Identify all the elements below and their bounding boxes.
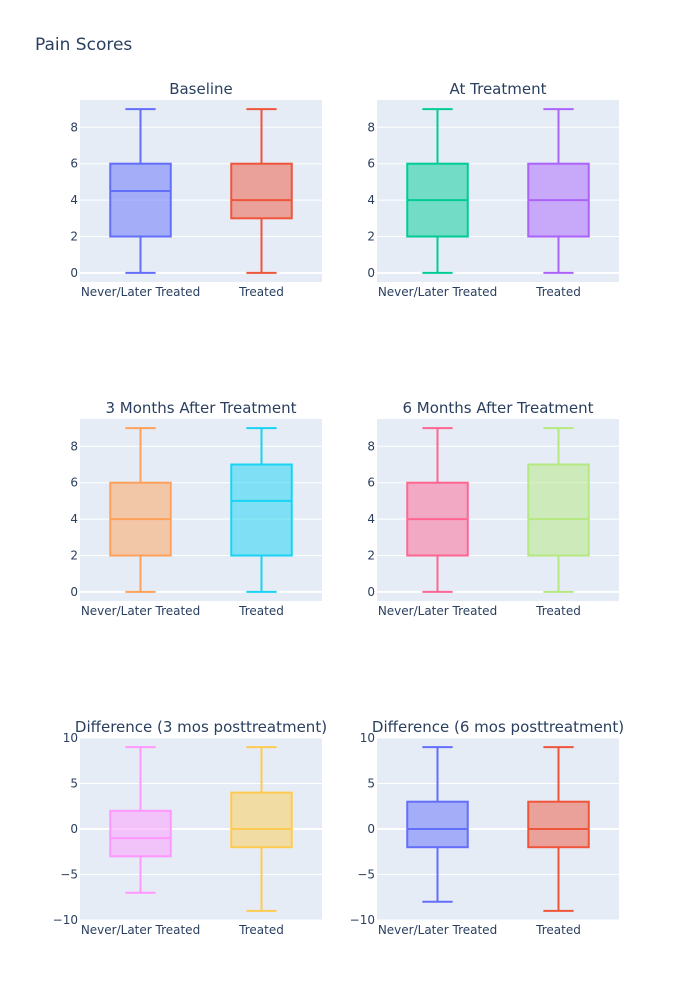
- y-tick-label: 0: [367, 822, 375, 836]
- y-tick-label: −10: [350, 913, 375, 927]
- y-tick-label: 6: [367, 476, 375, 490]
- iqr-box: [109, 809, 172, 858]
- y-tick-label: 4: [70, 193, 78, 207]
- subplot-2: 0 2 4 6 8 At Treatment Never/Later Treated Trea…: [367, 80, 619, 299]
- iqr-box: [230, 463, 293, 557]
- iqr-box: [406, 800, 469, 849]
- x-tick-label: Never/Later Treated: [81, 923, 200, 937]
- y-tick-label: 4: [367, 193, 375, 207]
- x-tick-label: Never/Later Treated: [378, 285, 497, 299]
- box-2: [527, 746, 590, 912]
- box-2: [230, 746, 293, 912]
- box-2: [527, 108, 590, 274]
- subplot-3: 0 2 4 6 8 3 Months After Treatment Never/Later…: [70, 399, 322, 618]
- y-tick-label: 6: [70, 157, 78, 171]
- box-2: [230, 427, 293, 593]
- box-1: [406, 746, 469, 903]
- y-tick-label: 2: [70, 549, 78, 563]
- y-tick-label: 0: [70, 585, 78, 599]
- subplot-title: At Treatment: [450, 80, 547, 98]
- y-tick-label: 6: [367, 157, 375, 171]
- y-tick-label: 8: [70, 439, 78, 453]
- y-tick-label: 5: [70, 777, 78, 791]
- y-tick-label: 10: [63, 731, 78, 745]
- x-tick-label: Never/Later Treated: [81, 285, 200, 299]
- subplot-title: Difference (3 mos posttreatment): [75, 718, 327, 736]
- x-tick-label: Treated: [238, 923, 284, 937]
- iqr-box: [230, 162, 293, 220]
- subplot-title: 6 Months After Treatment: [402, 399, 593, 417]
- subplot-4: 0 2 4 6 8 6 Months After Treatment Never/Later…: [367, 399, 619, 618]
- y-tick-label: 0: [70, 822, 78, 836]
- y-tick-label: 0: [70, 266, 78, 280]
- subplot-title: Baseline: [169, 80, 233, 98]
- box-1: [406, 108, 469, 274]
- iqr-box: [527, 800, 590, 849]
- y-tick-label: −5: [357, 868, 375, 882]
- y-tick-label: −5: [60, 868, 78, 882]
- x-tick-label: Treated: [535, 285, 581, 299]
- y-tick-label: 2: [367, 549, 375, 563]
- y-tick-label: 2: [70, 230, 78, 244]
- subplot-title: Difference (6 mos posttreatment): [372, 718, 624, 736]
- y-tick-label: 4: [70, 512, 78, 526]
- y-tick-label: 4: [367, 512, 375, 526]
- box-1: [109, 746, 172, 894]
- y-tick-label: 8: [367, 120, 375, 134]
- y-tick-label: 0: [367, 266, 375, 280]
- figure-title: Pain Scores: [35, 35, 132, 55]
- y-tick-label: 8: [70, 120, 78, 134]
- subplot-title: 3 Months After Treatment: [105, 399, 296, 417]
- iqr-box: [527, 463, 590, 557]
- y-tick-label: 2: [367, 230, 375, 244]
- x-tick-label: Treated: [535, 923, 581, 937]
- x-tick-label: Never/Later Treated: [378, 604, 497, 618]
- box-2: [230, 108, 293, 274]
- x-tick-label: Treated: [535, 604, 581, 618]
- y-tick-label: −10: [53, 913, 78, 927]
- x-tick-label: Never/Later Treated: [378, 923, 497, 937]
- box-1: [109, 108, 172, 274]
- iqr-box: [230, 791, 293, 849]
- box-1: [109, 427, 172, 593]
- x-tick-label: Treated: [238, 285, 284, 299]
- box-1: [406, 427, 469, 593]
- x-tick-label: Treated: [238, 604, 284, 618]
- iqr-box: [109, 162, 172, 238]
- x-tick-label: Never/Later Treated: [81, 604, 200, 618]
- y-tick-label: 8: [367, 439, 375, 453]
- y-tick-label: 0: [367, 585, 375, 599]
- y-tick-label: 6: [70, 476, 78, 490]
- subplot-1: 0 2 4 6 8 Baseline Never/Later Treated Treated: [70, 80, 322, 299]
- y-tick-label: 5: [367, 777, 375, 791]
- box-2: [527, 427, 590, 593]
- y-tick-label: 10: [360, 731, 375, 745]
